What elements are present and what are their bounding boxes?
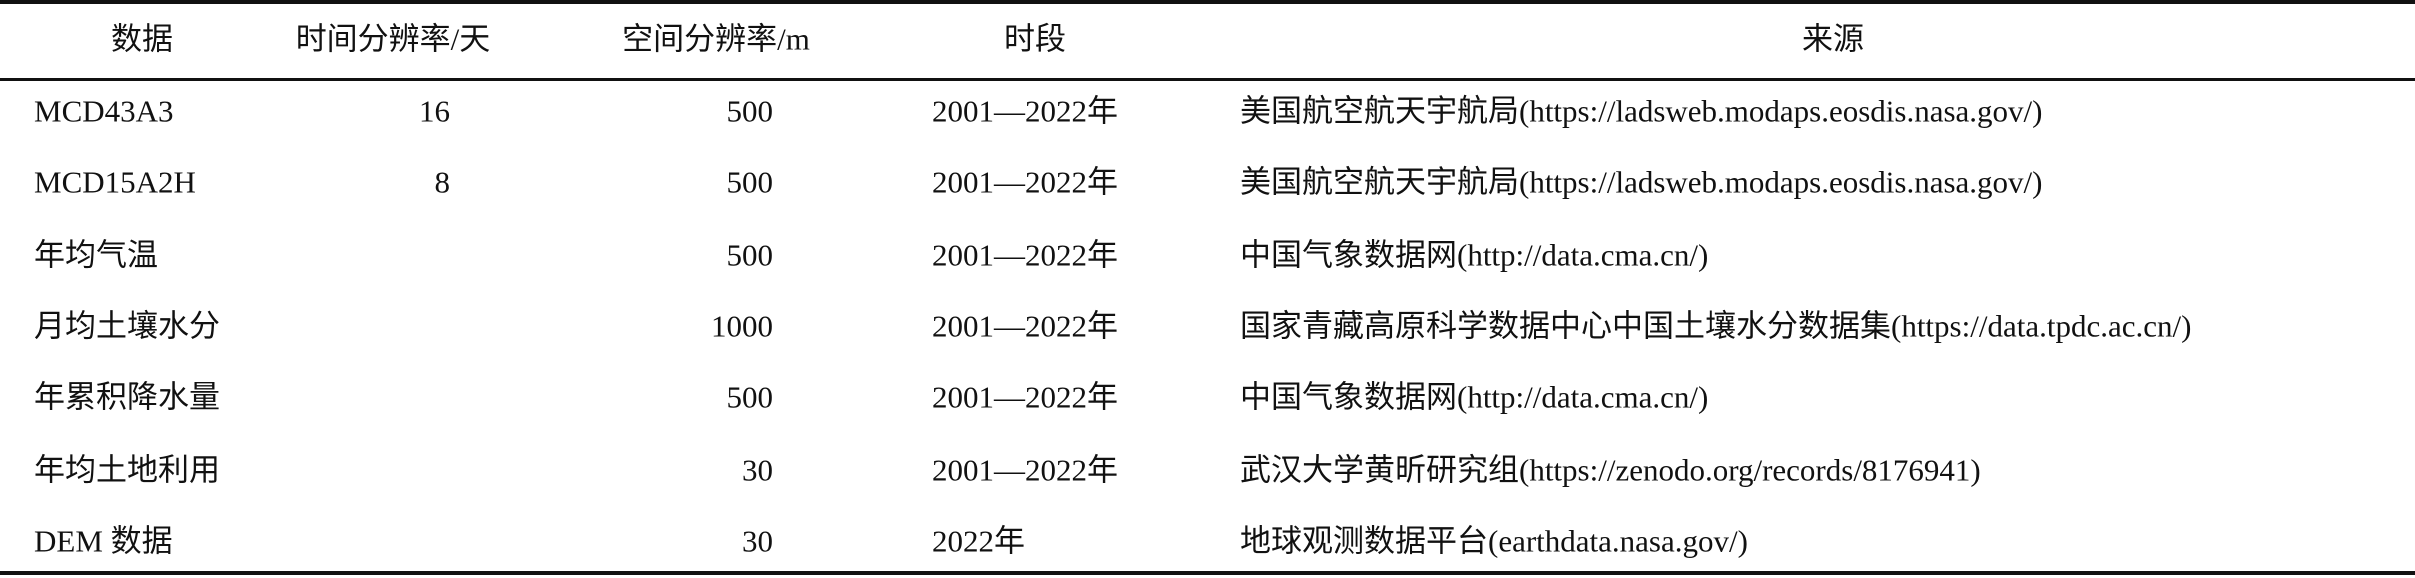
data-name-cell: 年均土地利用 xyxy=(34,452,220,488)
temporal-resolution-cell: 16 xyxy=(419,93,450,129)
period-cell: 2001—2022年 xyxy=(932,379,1118,415)
period-cell: 2001—2022年 xyxy=(932,164,1118,200)
data-name-cell: 年均气温 xyxy=(34,237,158,273)
source-cell: 地球观测数据平台(earthdata.nasa.gov/) xyxy=(1240,523,1748,559)
header-source: 来源 xyxy=(1802,21,1864,57)
data-name-cell: 年累积降水量 xyxy=(34,379,220,415)
period-cell: 2001—2022年 xyxy=(932,93,1118,129)
spatial-resolution-cell: 500 xyxy=(726,164,774,200)
spatial-resolution-cell: 500 xyxy=(726,237,774,273)
period-cell: 2022年 xyxy=(932,523,1025,559)
spatial-resolution-cell: 30 xyxy=(742,452,773,488)
data-name-cell: MCD15A2H xyxy=(34,164,196,200)
period-cell: 2001—2022年 xyxy=(932,308,1118,344)
spatial-resolution-cell: 500 xyxy=(726,93,774,129)
data-name-cell: 月均土壤水分 xyxy=(34,308,220,344)
period-cell: 2001—2022年 xyxy=(932,452,1118,488)
top-rule xyxy=(0,0,2415,4)
spatial-resolution-cell: 500 xyxy=(726,379,774,415)
spatial-resolution-cell: 1000 xyxy=(711,308,773,344)
period-cell: 2001—2022年 xyxy=(932,237,1118,273)
header-temporal-resolution: 时间分辨率/天 xyxy=(295,21,491,57)
spatial-resolution-cell: 30 xyxy=(742,523,773,559)
source-cell: 国家青藏高原科学数据中心中国土壤水分数据集(https://data.tpdc.… xyxy=(1240,308,2192,344)
data-name-cell: DEM 数据 xyxy=(34,523,173,559)
source-cell: 美国航空航天宇航局(https://ladsweb.modaps.eosdis.… xyxy=(1240,93,2043,129)
source-cell: 美国航空航天宇航局(https://ladsweb.modaps.eosdis.… xyxy=(1240,164,2043,200)
data-name-cell: MCD43A3 xyxy=(34,93,174,129)
header-period: 时段 xyxy=(1004,21,1066,57)
bottom-rule xyxy=(0,571,2415,575)
header-spatial-resolution: 空间分辨率/m xyxy=(622,21,810,57)
header-rule xyxy=(0,78,2415,81)
header-data: 数据 xyxy=(111,21,173,57)
source-cell: 武汉大学黄昕研究组(https://zenodo.org/records/817… xyxy=(1240,452,1981,488)
temporal-resolution-cell: 8 xyxy=(434,164,451,200)
source-cell: 中国气象数据网(http://data.cma.cn/) xyxy=(1240,237,1709,273)
source-cell: 中国气象数据网(http://data.cma.cn/) xyxy=(1240,379,1709,415)
